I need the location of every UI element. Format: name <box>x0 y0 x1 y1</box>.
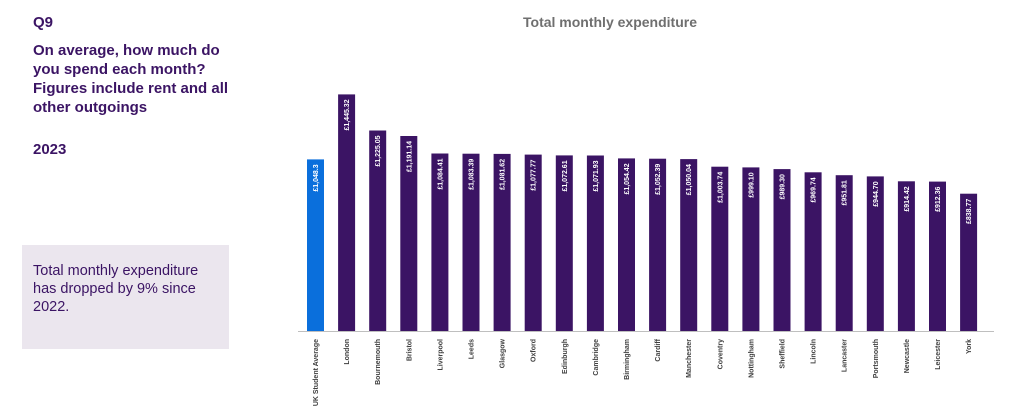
bar <box>369 130 387 331</box>
x-tick-label: London <box>344 339 351 365</box>
bar <box>897 181 915 331</box>
bar <box>462 153 480 331</box>
x-tick-label: Bristol <box>406 339 413 361</box>
bar-value-label: £1,077.77 <box>531 160 538 191</box>
bar <box>493 153 511 331</box>
bar-value-label: £1,084.41 <box>437 158 444 189</box>
bar-value-label: £1,081.62 <box>500 159 507 190</box>
x-tick-label: Lancaster <box>842 339 849 372</box>
question-text: On average, how much do you spend each m… <box>33 42 229 116</box>
callout-box: Total monthly expenditure has dropped by… <box>22 245 229 349</box>
x-tick-label: Coventry <box>717 339 724 369</box>
x-tick-label: Bournemouth <box>375 339 382 385</box>
x-tick-label: Cambridge <box>593 339 600 376</box>
x-tick-label: Liverpool <box>437 339 444 371</box>
bar <box>804 172 822 331</box>
x-tick-label: Edinburgh <box>562 339 569 374</box>
x-tick-label: Newcastle <box>904 339 911 373</box>
bar <box>338 94 356 332</box>
bar-value-label: £912.36 <box>935 187 942 212</box>
x-tick-label: Leicester <box>935 339 942 370</box>
x-tick-label: Glasgow <box>500 338 507 368</box>
bar-value-label: £1,052.39 <box>655 164 662 195</box>
bar-value-label: £1,445.32 <box>344 99 351 130</box>
bar-value-label: £1,225.05 <box>375 135 382 166</box>
bar <box>680 159 698 331</box>
x-tick-label: UK Student Average <box>313 339 320 406</box>
bar <box>711 166 729 331</box>
chart-title: Total monthly expenditure <box>523 14 697 30</box>
x-tick-label: Lincoln <box>811 339 818 364</box>
bar-chart: £1,048.3 UK Student Average £1,445.32 Londo… <box>298 94 994 406</box>
bar <box>929 181 946 331</box>
bar-value-label: £1,054.42 <box>624 163 631 194</box>
bar-value-label: £914.42 <box>904 186 911 211</box>
bar <box>524 154 542 331</box>
bar <box>742 167 760 331</box>
bar-value-label: £1,072.61 <box>562 160 569 191</box>
x-tick-label: Leeds <box>469 339 476 359</box>
x-tick-label: Portsmouth <box>873 339 880 378</box>
bar-value-label: £1,048.3 <box>313 164 320 191</box>
bar <box>866 176 884 331</box>
bar <box>960 193 978 331</box>
question-year: 2023 <box>33 141 67 158</box>
x-tick-label: Manchester <box>686 339 693 378</box>
bar-value-label: £969.74 <box>811 177 818 202</box>
callout-text: Total monthly expenditure has dropped by… <box>33 263 199 315</box>
bar-value-label: £1,003.74 <box>717 172 724 203</box>
x-tick-label: Sheffield <box>780 339 787 369</box>
bar-value-label: £989.30 <box>780 174 787 199</box>
bar <box>555 155 573 331</box>
bar <box>649 158 667 331</box>
x-tick-label: Cardiff <box>655 338 662 361</box>
bar-value-label: £1,191.14 <box>406 141 413 172</box>
bar-value-label: £1,050.04 <box>686 164 693 195</box>
bar-value-label: £951.81 <box>842 180 849 205</box>
bar-value-label: £1,083.39 <box>469 159 476 190</box>
bar-value-label: £944.70 <box>873 181 880 206</box>
x-tick-label: Birmingham <box>624 339 631 380</box>
bar <box>835 175 853 331</box>
bar <box>400 136 418 331</box>
bar-value-label: £1,071.93 <box>593 160 600 191</box>
bar <box>431 153 449 331</box>
x-tick-label: York <box>966 339 973 354</box>
x-tick-label: Oxford <box>531 339 538 362</box>
bar <box>307 159 324 331</box>
bar-value-label: £999.10 <box>748 172 755 197</box>
question-number: Q9 <box>33 14 54 31</box>
bar <box>618 158 635 331</box>
bar-value-label: £838.77 <box>966 199 973 224</box>
bar <box>586 155 604 331</box>
bar <box>773 169 791 331</box>
x-tick-label: Nottingham <box>748 339 755 378</box>
